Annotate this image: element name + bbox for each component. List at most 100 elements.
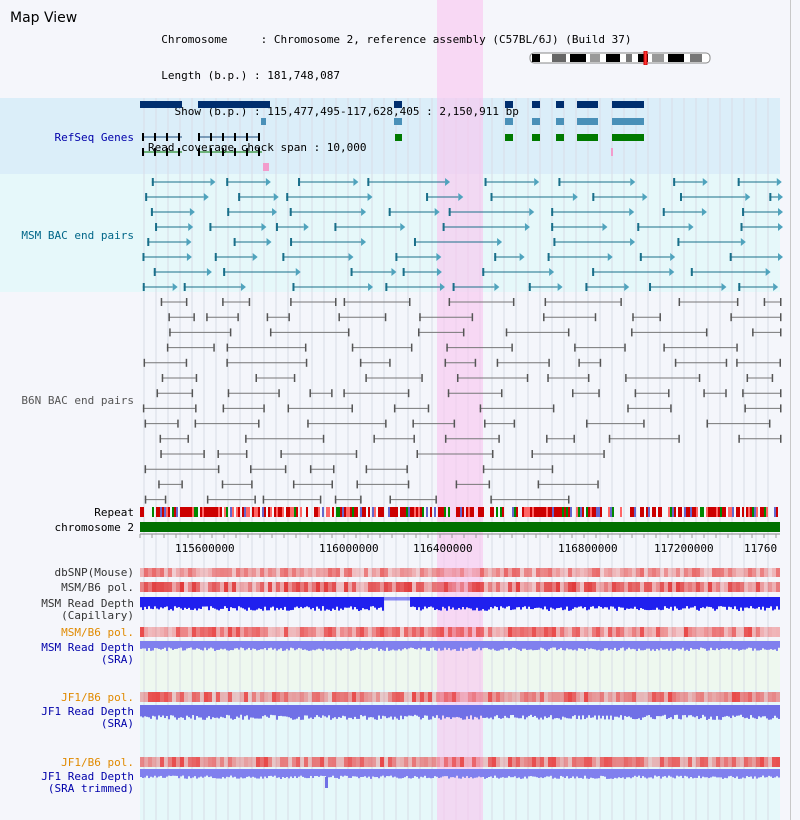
track-label-b6n-bac[interactable]: B6N BAC end pairs [21, 394, 134, 407]
msm-bac-end [690, 268, 693, 276]
msm-b6-pol-sra-cell [332, 627, 336, 637]
msm-b6-pol-cell [176, 582, 180, 592]
msm-bac-end [303, 223, 309, 231]
b6n-bac-end [668, 389, 670, 398]
track-label-msm-depth-capillary[interactable]: MSM Read Depth (Capillary) [41, 597, 134, 622]
msm-bac-end [776, 178, 782, 186]
msm-b6-pol-sra-cell [548, 627, 552, 637]
msm-bac-end [434, 208, 440, 216]
msm-depth-sra-bar [748, 641, 750, 648]
jf1-b6-pol-cell [492, 692, 496, 702]
gene-feature [505, 101, 513, 108]
repeat-element [550, 507, 552, 517]
msm-b6-pol-sra-cell [704, 627, 708, 637]
jf1-depth-sra-bar [560, 705, 562, 720]
jf1-depth-trim-bar [706, 769, 708, 778]
jf1-depth-sra-bar [660, 705, 662, 717]
jf1-b6-pol-trim-cell [168, 757, 172, 767]
msm-b6-pol-cell [596, 582, 600, 592]
track-label-dbsnp[interactable]: dbSNP(Mouse) [54, 566, 134, 579]
msm-b6-pol-cell [696, 582, 700, 592]
jf1-depth-sra-bar [516, 705, 518, 718]
track-label-jf1-depth-sra[interactable]: JF1 Read Depth (SRA) [41, 705, 134, 730]
jf1-b6-pol-cell [404, 692, 408, 702]
jf1-depth-trim-bar [576, 769, 578, 777]
b6n-bac-end [177, 419, 179, 428]
track-label-jf1-depth-trimmed[interactable]: JF1 Read Depth (SRA trimmed) [41, 770, 134, 795]
msm-b6-pol-cell [644, 582, 648, 592]
jf1-depth-sra-bar [648, 705, 650, 716]
highlight-region[interactable] [437, 0, 483, 820]
repeat-element [640, 507, 642, 517]
msm-depth-capillary-bar [380, 597, 382, 608]
track-label-jf1-b6-pol[interactable]: JF1/B6 pol. [61, 691, 134, 704]
repeat-element [282, 507, 284, 517]
msm-b6-pol-cell [324, 582, 328, 592]
msm-depth-sra-bar [728, 641, 730, 650]
track-label-msm-depth-sra[interactable]: MSM Read Depth (SRA) [41, 641, 134, 666]
msm-depth-capillary-bar [550, 597, 552, 608]
jf1-depth-sra-bar [630, 705, 632, 718]
dbsnp-cell [672, 568, 676, 577]
msm-depth-capillary-bar [622, 597, 624, 608]
msm-b6-pol-cell [460, 582, 464, 592]
track-label-msm-b6-pol[interactable]: MSM/B6 pol. [61, 581, 134, 594]
jf1-depth-trim-bar [194, 769, 196, 777]
jf1-depth-trim-bar [350, 769, 352, 778]
msm-depth-sra-bar [310, 641, 312, 651]
msm-bac-end [210, 178, 216, 186]
track-label-msm-bac[interactable]: MSM BAC end pairs [21, 229, 134, 242]
track-label-repeat[interactable]: Repeat [94, 506, 134, 519]
track-label-msm-b6-pol-sra[interactable]: MSM/B6 pol. [61, 626, 134, 639]
msm-depth-capillary-bar [196, 597, 198, 611]
msm-b6-pol-cell [284, 582, 288, 592]
jf1-b6-pol-cell [232, 692, 236, 702]
track-label-jf1-b6-pol-trim[interactable]: JF1/B6 pol. [61, 756, 134, 769]
msm-b6-pol-cell [408, 582, 412, 592]
msm-depth-capillary-bar [386, 597, 388, 601]
jf1-depth-sra-bar [266, 705, 268, 717]
dbsnp-cell [724, 568, 728, 577]
track-label-refseq[interactable]: RefSeq Genes [54, 131, 134, 144]
dbsnp-cell [656, 568, 660, 577]
jf1-b6-pol-trim-cell [228, 757, 232, 767]
jf1-depth-trim-bar [344, 769, 346, 776]
msm-b6-pol-cell [364, 582, 368, 592]
msm-bac-end [630, 178, 636, 186]
jf1-b6-pol-cell [752, 692, 756, 702]
b6n-bac-end [531, 450, 533, 458]
msm-depth-capillary-bar [474, 597, 476, 611]
repeat-element [588, 507, 590, 517]
jf1-depth-sra-bar [352, 705, 354, 720]
msm-depth-sra-bar [272, 641, 274, 650]
msm-depth-capillary-bar [366, 597, 368, 610]
gene-feature [612, 118, 644, 125]
msm-depth-sra-bar [564, 641, 566, 651]
msm-depth-sra-bar [218, 641, 220, 650]
gene-feature [532, 101, 540, 108]
msm-depth-sra-bar [424, 641, 426, 648]
msm-depth-capillary-bar [752, 597, 754, 609]
msm-depth-capillary-bar [688, 597, 690, 609]
msm-depth-sra-bar [724, 641, 726, 649]
msm-depth-sra-bar [262, 641, 264, 650]
dbsnp-cell [404, 568, 408, 577]
msm-depth-capillary-bar [264, 597, 266, 607]
b6n-bac-end [351, 404, 353, 413]
repeat-element [422, 507, 424, 517]
msm-depth-sra-bar [378, 641, 380, 651]
b6n-bac-end [752, 328, 754, 337]
msm-depth-capillary-bar [252, 597, 254, 611]
b6n-bac-end [780, 389, 782, 398]
msm-depth-capillary-bar [536, 597, 538, 608]
repeat-element [556, 507, 558, 517]
msm-b6-pol-cell [376, 582, 380, 592]
msm-depth-capillary-bar [560, 597, 562, 608]
jf1-b6-pol-trim-cell [776, 757, 780, 767]
b6n-bac-end [227, 389, 230, 398]
jf1-b6-pol-cell [628, 692, 632, 702]
b6n-bac-end [603, 450, 605, 458]
chromosome-ideogram[interactable] [528, 51, 714, 65]
msm-depth-capillary-bar [652, 597, 654, 610]
